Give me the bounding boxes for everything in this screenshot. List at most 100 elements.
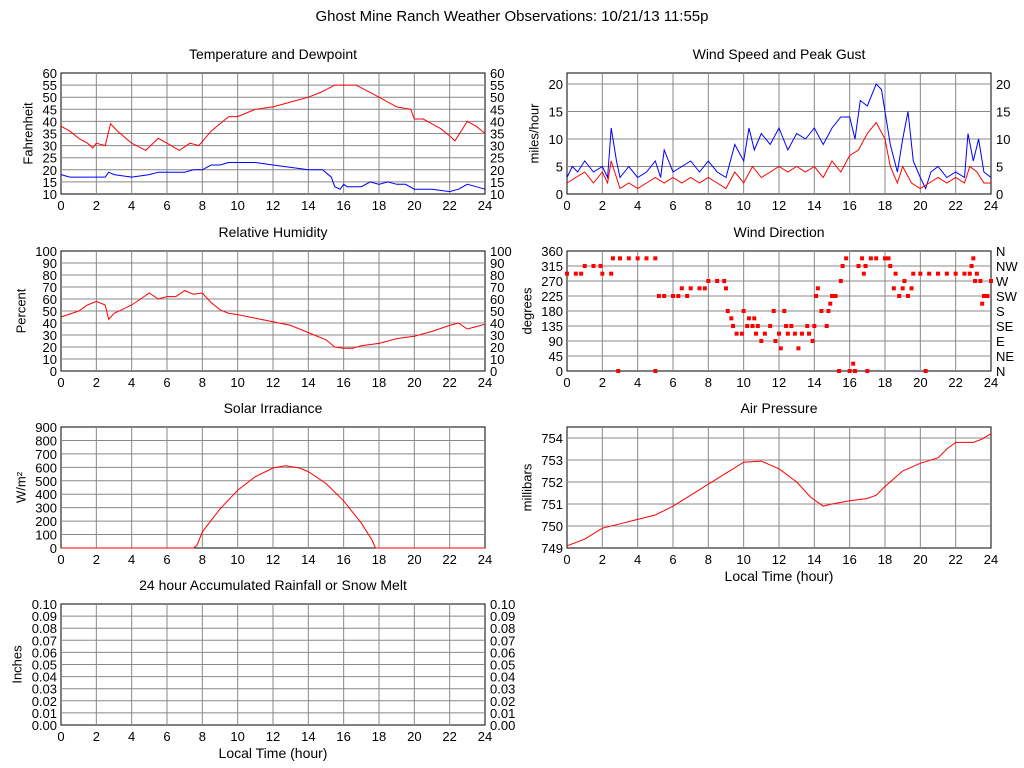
y-tick-label: 0.09: [32, 609, 57, 624]
x-tick-label: 10: [230, 729, 244, 744]
y-right-tick-label: N: [996, 244, 1005, 259]
y-right-tick-label: 5: [996, 160, 1003, 175]
y-right-tick-label: 0.07: [490, 633, 515, 648]
data-point: [609, 271, 614, 276]
x-tick-label: 10: [230, 198, 244, 213]
x-tick-label: 16: [336, 552, 350, 567]
x-axis-label: Local Time (hour): [725, 568, 834, 584]
y-right-tick-label: 55: [490, 78, 504, 93]
y-right-tick-label: 80: [490, 268, 504, 283]
data-point: [582, 264, 587, 268]
x-tick-label: 16: [336, 198, 350, 213]
x-tick-label: 14: [301, 375, 315, 390]
y-tick-label: 0.06: [32, 645, 57, 660]
data-point: [739, 331, 744, 336]
data-point: [893, 271, 898, 276]
y-right-tick-label: 40: [490, 316, 504, 331]
x-tick-label: 14: [301, 198, 315, 213]
x-tick-label: 20: [913, 375, 927, 390]
y-axis-label: Fahrenheit: [21, 102, 36, 165]
series-line-0: [566, 433, 992, 547]
data-point: [676, 294, 681, 298]
y-right-tick-label: SE: [996, 319, 1014, 334]
data-point: [814, 294, 819, 298]
chart-title: Air Pressure: [740, 400, 817, 416]
x-tick-label: 4: [634, 552, 641, 567]
chart-title: Relative Humidity: [219, 224, 328, 240]
data-point: [722, 279, 727, 283]
y-tick-label: 0.10: [32, 597, 57, 612]
data-point: [918, 271, 923, 276]
data-point: [724, 286, 728, 291]
x-tick-label: 18: [878, 198, 892, 213]
data-point: [819, 309, 824, 313]
y-right-tick-label: 70: [490, 280, 504, 295]
data-point: [616, 369, 621, 373]
y-tick-label: 360: [541, 244, 563, 259]
x-tick-label: 4: [634, 375, 641, 390]
y-right-tick-label: 15: [996, 105, 1010, 120]
series-line-0: [566, 83, 992, 190]
data-point: [860, 256, 865, 261]
data-point: [644, 256, 649, 261]
x-tick-label: 8: [199, 729, 206, 744]
x-tick-label: 20: [407, 375, 421, 390]
x-tick-label: 14: [807, 552, 821, 567]
x-tick-label: 8: [705, 198, 712, 213]
x-tick-label: 4: [128, 552, 135, 567]
chart-title: Wind Speed and Peak Gust: [693, 46, 866, 62]
y-right-tick-label: 100: [490, 244, 512, 259]
y-tick-label: 10: [43, 352, 57, 367]
y-tick-label: 0.01: [32, 706, 57, 721]
y-tick-label: 25: [43, 151, 57, 166]
data-point: [874, 256, 879, 261]
data-point: [833, 294, 838, 298]
data-point: [626, 256, 631, 261]
y-right-tick-label: 0.04: [490, 670, 515, 685]
x-tick-label: 4: [634, 198, 641, 213]
y-tick-label: 751: [541, 497, 563, 512]
series-line-1: [566, 121, 991, 190]
y-tick-label: 0.07: [32, 633, 57, 648]
y-tick-label: 800: [35, 433, 57, 448]
data-point: [891, 286, 896, 291]
y-tick-label: 270: [541, 274, 563, 289]
data-point: [830, 294, 834, 298]
y-tick-label: 45: [43, 102, 57, 117]
y-tick-label: 20: [43, 163, 57, 178]
data-point: [799, 331, 804, 336]
data-point: [886, 256, 891, 261]
y-tick-label: 400: [35, 487, 57, 502]
data-point: [671, 294, 675, 298]
y-right-tick-label: 90: [490, 256, 504, 271]
chart-rain: 24 hour Accumulated Rainfall or Snow Mel…: [10, 577, 516, 761]
data-point: [826, 309, 831, 313]
x-tick-label: 12: [266, 198, 280, 213]
data-point: [715, 279, 720, 283]
y-axis-label: miles/hour: [527, 103, 542, 164]
y-tick-label: 55: [43, 78, 57, 93]
data-point: [773, 339, 778, 343]
data-point: [923, 369, 928, 373]
data-point: [967, 271, 972, 276]
x-tick-label: 20: [407, 552, 421, 567]
data-point: [653, 256, 658, 261]
x-tick-label: 12: [772, 375, 786, 390]
y-right-tick-label: 20: [490, 340, 504, 355]
data-point: [796, 346, 801, 351]
data-point: [962, 271, 967, 276]
x-tick-label: 14: [301, 552, 315, 567]
data-point: [911, 271, 916, 276]
y-tick-label: 752: [541, 475, 563, 490]
data-point: [679, 286, 684, 291]
x-tick-label: 0: [563, 552, 570, 567]
data-point: [863, 264, 868, 268]
x-tick-label: 10: [230, 552, 244, 567]
x-tick-label: 2: [599, 198, 606, 213]
y-tick-label: 315: [541, 259, 563, 274]
data-point: [805, 324, 810, 328]
data-point: [759, 339, 764, 343]
x-tick-label: 0: [563, 375, 570, 390]
